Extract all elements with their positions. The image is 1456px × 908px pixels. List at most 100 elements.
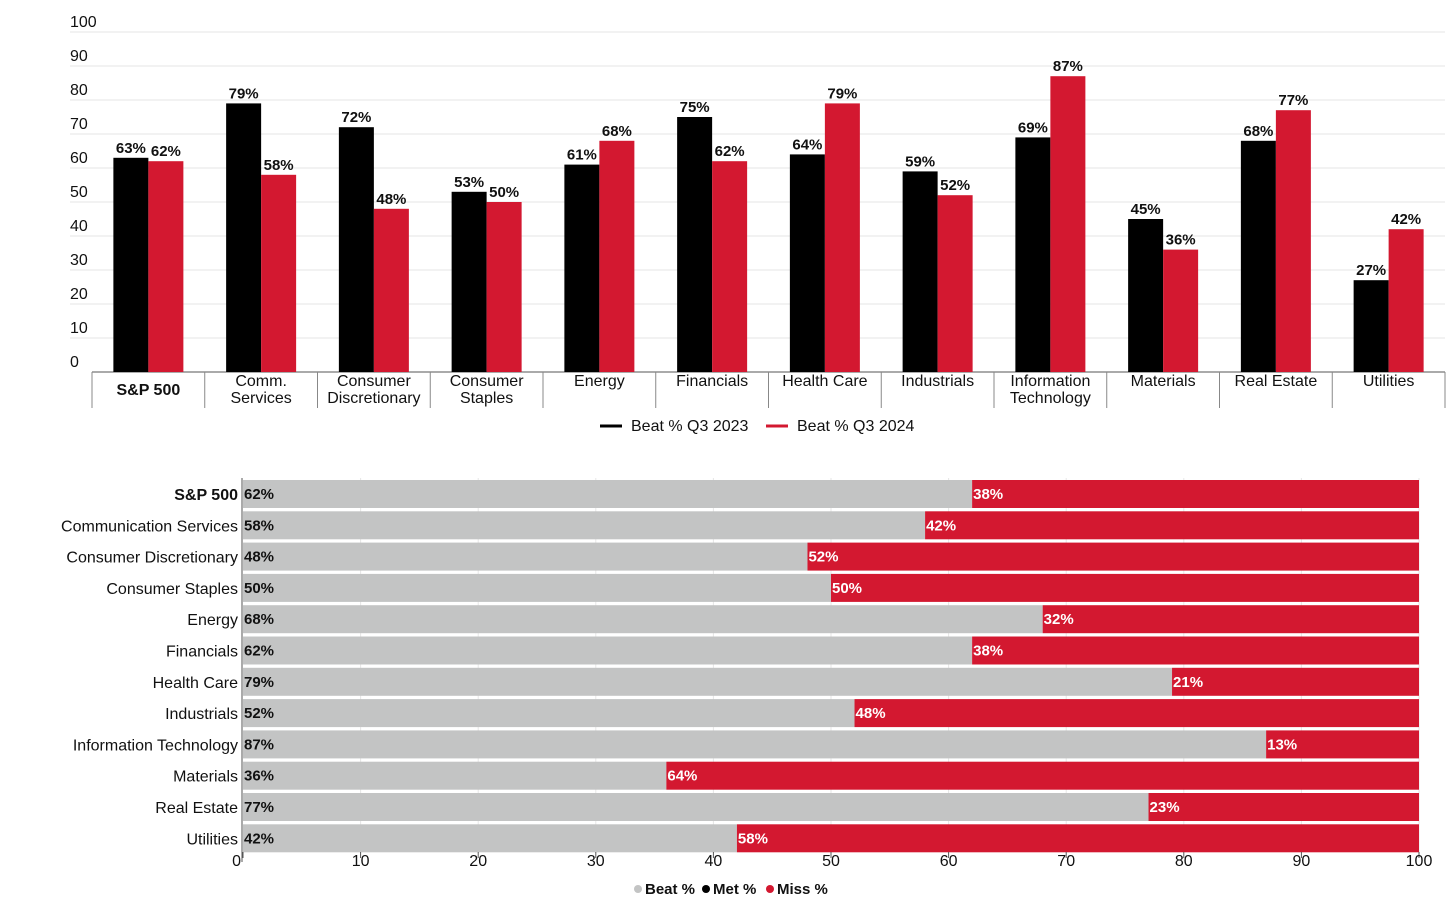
bar-value-label: 68%: [602, 123, 632, 140]
bar-q3-2024: [1388, 229, 1424, 372]
bar-value-label: 64%: [792, 136, 822, 153]
bar-q3-2024: [824, 103, 860, 373]
segment-value-label: 52%: [808, 549, 838, 566]
category-label: Services: [230, 390, 291, 407]
category-label: Real Estate: [1235, 373, 1318, 390]
x-tick-label: 100: [1406, 853, 1433, 870]
bar-q3-2023: [1353, 280, 1389, 372]
row-category-label: Materials: [173, 769, 238, 786]
category-label: Staples: [460, 390, 513, 407]
bar-segment-beat: [243, 730, 1267, 759]
top-grouped-bar-chart: 0 10 20 30 40 50 60 70 80 90 100 63% 62% S&P 500 79% 58…: [70, 14, 1446, 435]
segment-value-label: 79%: [244, 674, 274, 691]
bar-q3-2024: [937, 195, 973, 372]
segment-value-label: 58%: [244, 517, 274, 534]
category-label: Financials: [676, 373, 748, 390]
bar-segment-miss: [807, 542, 1419, 571]
segment-value-label: 42%: [244, 830, 274, 847]
bar-segment-miss: [831, 573, 1419, 602]
bar-value-label: 62%: [151, 143, 181, 160]
bar-value-label: 72%: [341, 109, 371, 126]
bar-segment-beat: [243, 824, 737, 853]
category-label: Utilities: [1363, 373, 1415, 390]
legend-label-q3-2023: Beat % Q3 2023: [631, 418, 749, 435]
category-label: Health Care: [782, 373, 867, 390]
segment-value-label: 50%: [832, 580, 862, 597]
row-category-label: Health Care: [153, 675, 238, 692]
row-category-label: Consumer Discretionary: [66, 550, 238, 567]
y-tick-label: 30: [70, 252, 88, 269]
bar-q3-2023: [338, 127, 374, 372]
bar-value-label: 58%: [264, 157, 294, 174]
category-label: Discretionary: [327, 390, 420, 407]
bar-q3-2023: [1015, 137, 1051, 372]
segment-value-label: 52%: [244, 705, 274, 722]
bar-segment-miss: [854, 699, 1419, 728]
x-tick-label: 0: [232, 853, 241, 870]
bar-segment-beat: [243, 480, 973, 508]
bar-q3-2023: [677, 117, 713, 372]
bar-segment-miss: [1042, 605, 1419, 634]
segment-value-label: 23%: [1150, 799, 1180, 816]
bar-segment-beat: [243, 511, 926, 540]
segment-value-label: 36%: [244, 768, 274, 785]
category-label: Consumer: [450, 373, 524, 390]
category-label: S&P 500: [117, 382, 181, 399]
bar-q3-2024: [599, 140, 635, 372]
bar-value-label: 68%: [1243, 123, 1273, 140]
segment-value-label: 42%: [926, 517, 956, 534]
bar-value-label: 50%: [489, 184, 519, 201]
category-label: Industrials: [901, 373, 974, 390]
row-category-label: Financials: [166, 644, 238, 661]
row-category-label: Communication Services: [61, 518, 238, 535]
segment-value-label: 77%: [244, 799, 274, 816]
y-tick-label: 80: [70, 82, 88, 99]
segment-value-label: 21%: [1173, 674, 1203, 691]
segment-value-label: 68%: [244, 611, 274, 628]
row-category-label: Energy: [187, 612, 238, 629]
row-category-label: S&P 500: [174, 487, 238, 504]
bar-q3-2024: [261, 174, 297, 372]
bar-segment-miss: [1172, 667, 1419, 696]
legend-dot-beat: [634, 885, 642, 893]
bar-value-label: 48%: [376, 191, 406, 208]
segment-value-label: 13%: [1267, 736, 1297, 753]
bar-segment-beat: [243, 761, 667, 790]
y-tick-label: 100: [70, 14, 97, 31]
x-tick-label: 20: [469, 853, 487, 870]
bar-segment-beat: [243, 667, 1173, 696]
bar-q3-2024: [1275, 110, 1311, 372]
bar-segment-beat: [243, 542, 808, 571]
bar-value-label: 53%: [454, 174, 484, 191]
bar-value-label: 45%: [1131, 201, 1161, 218]
bar-q3-2024: [148, 161, 184, 372]
bar-value-label: 77%: [1278, 92, 1308, 109]
category-label: Comm.: [235, 373, 287, 390]
bar-segment-miss: [666, 761, 1419, 790]
bar-value-label: 87%: [1053, 58, 1083, 75]
segment-value-label: 32%: [1044, 611, 1074, 628]
bar-q3-2023: [1240, 140, 1276, 372]
bar-value-label: 63%: [116, 140, 146, 157]
bar-value-label: 27%: [1356, 262, 1386, 279]
bar-segment-beat: [243, 573, 831, 602]
bar-segment-miss: [972, 480, 1419, 508]
category-label: Technology: [1010, 390, 1091, 407]
bar-segment-beat: [243, 793, 1149, 821]
bar-segment-miss: [1148, 793, 1419, 821]
y-tick-label: 50: [70, 184, 88, 201]
category-label: Energy: [574, 373, 625, 390]
bar-q3-2023: [902, 171, 938, 372]
x-tick-label: 50: [822, 853, 840, 870]
segment-value-label: 48%: [856, 705, 886, 722]
bar-q3-2023: [451, 191, 487, 372]
bar-value-label: 75%: [680, 99, 710, 116]
x-tick-label: 40: [705, 853, 723, 870]
row-category-label: Real Estate: [155, 800, 238, 817]
bar-q3-2024: [712, 161, 748, 372]
y-tick-label: 60: [70, 150, 88, 167]
bar-q3-2024: [1163, 249, 1199, 372]
bar-value-label: 69%: [1018, 119, 1048, 136]
x-tick-label: 60: [940, 853, 958, 870]
